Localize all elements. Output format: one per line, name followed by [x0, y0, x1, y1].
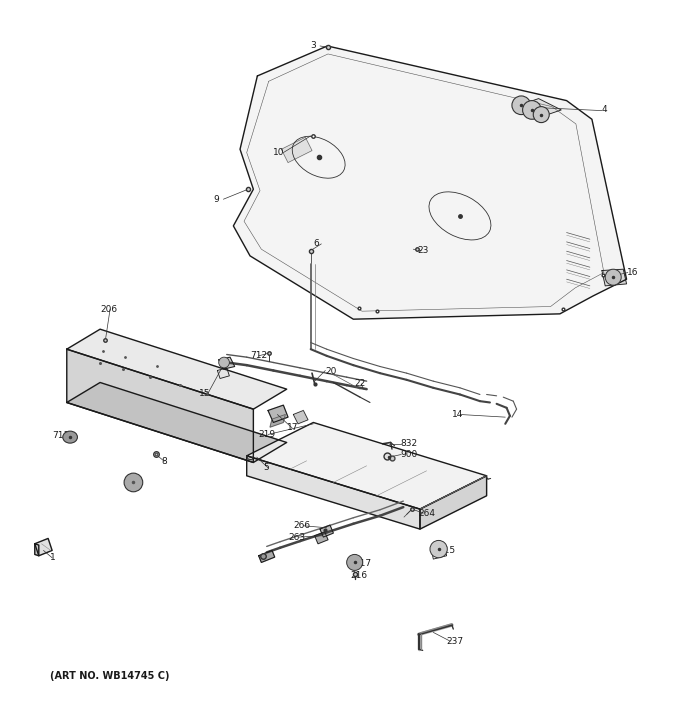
Text: 4: 4 — [602, 105, 607, 114]
Text: (ART NO. WB14745 C): (ART NO. WB14745 C) — [50, 671, 169, 681]
Text: 266: 266 — [293, 521, 311, 530]
Polygon shape — [233, 46, 626, 319]
Polygon shape — [315, 531, 328, 544]
Text: 711: 711 — [52, 431, 69, 440]
Text: 216: 216 — [350, 571, 367, 580]
Text: 1: 1 — [50, 553, 56, 563]
Circle shape — [219, 357, 229, 368]
Text: 15: 15 — [199, 389, 210, 397]
Text: 5: 5 — [263, 463, 269, 472]
Text: 14: 14 — [452, 410, 463, 419]
Text: 832: 832 — [400, 439, 417, 448]
Polygon shape — [320, 525, 333, 537]
Polygon shape — [420, 476, 487, 529]
Text: 3: 3 — [310, 41, 316, 51]
Polygon shape — [293, 410, 308, 424]
Text: 8: 8 — [161, 457, 167, 465]
Text: 217: 217 — [355, 559, 372, 568]
Polygon shape — [513, 99, 561, 119]
Text: 215: 215 — [439, 546, 456, 555]
Text: 22: 22 — [355, 379, 366, 389]
Text: 9: 9 — [214, 195, 219, 204]
Circle shape — [523, 101, 541, 120]
Circle shape — [430, 540, 447, 558]
Text: 2: 2 — [125, 481, 131, 489]
Circle shape — [347, 555, 362, 571]
Text: 900: 900 — [400, 450, 418, 459]
Polygon shape — [35, 539, 52, 556]
Polygon shape — [247, 423, 487, 509]
Text: 10: 10 — [273, 148, 285, 157]
Polygon shape — [268, 405, 288, 423]
Text: 206: 206 — [100, 304, 117, 314]
Polygon shape — [67, 383, 287, 463]
Polygon shape — [247, 456, 420, 529]
Polygon shape — [35, 544, 39, 556]
Circle shape — [533, 107, 549, 123]
Ellipse shape — [63, 431, 78, 443]
Text: 263: 263 — [288, 533, 305, 542]
Polygon shape — [270, 415, 286, 427]
Text: 219: 219 — [258, 430, 276, 439]
Text: 264: 264 — [419, 509, 436, 518]
Text: 23: 23 — [418, 246, 428, 255]
Polygon shape — [219, 357, 235, 369]
Polygon shape — [67, 349, 254, 463]
Polygon shape — [258, 550, 275, 563]
Polygon shape — [67, 329, 287, 409]
Text: 16: 16 — [626, 268, 638, 277]
Text: 20: 20 — [325, 368, 337, 376]
Text: 17: 17 — [287, 423, 299, 432]
Circle shape — [605, 269, 622, 285]
Circle shape — [124, 473, 143, 492]
Circle shape — [512, 96, 530, 115]
Text: 237: 237 — [447, 637, 464, 645]
Polygon shape — [218, 368, 229, 378]
Polygon shape — [282, 137, 312, 162]
Polygon shape — [602, 269, 626, 286]
Text: 6: 6 — [313, 239, 319, 249]
Text: 712: 712 — [250, 352, 267, 360]
